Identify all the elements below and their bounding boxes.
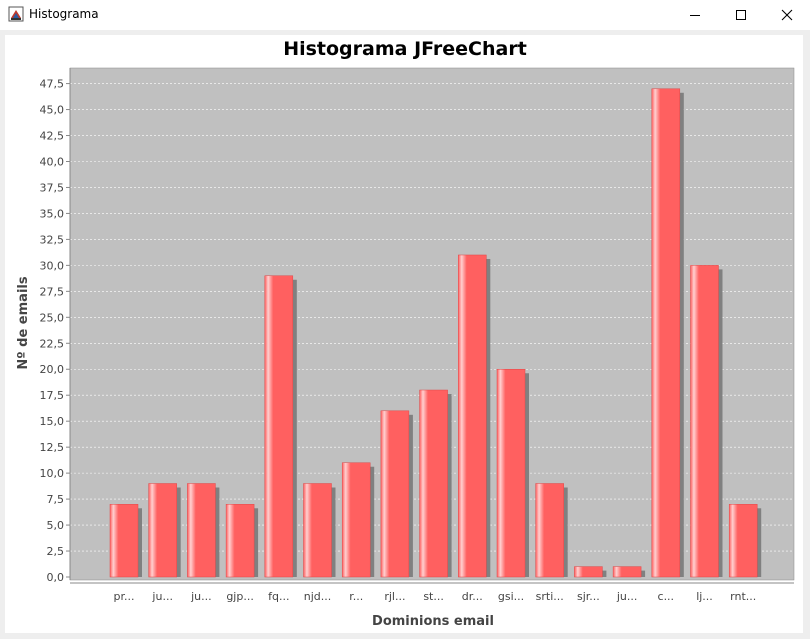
x-tick-label: fq... (268, 590, 289, 603)
bar (535, 483, 564, 578)
y-tick-label: 47,5 (40, 78, 65, 91)
y-tick-label: 40,0 (40, 155, 65, 168)
x-axis-label: Dominions email (372, 614, 494, 629)
java-cup-icon (8, 6, 24, 22)
bar (109, 504, 139, 578)
axes (66, 68, 794, 584)
bar (496, 368, 526, 578)
tick-labels: 0,0 2,5 5,0 7,5 10,0 12,5 15,0 17,5 20,0 22,5 25,0… (40, 78, 757, 603)
bar (303, 483, 332, 578)
y-tick-label: 12,5 (40, 441, 65, 454)
x-tick-label: ju... (190, 590, 212, 603)
bar (264, 275, 294, 578)
x-tick-label: ju... (151, 590, 173, 603)
close-icon (781, 9, 793, 21)
y-tick-label: 32,5 (40, 233, 65, 246)
y-tick-label: 42,5 (40, 130, 65, 143)
chart-panel: Histograma JFreeChart 0,0 2,5 5,0 7,5 10,0 12… (5, 35, 803, 633)
x-tick-label: srti... (536, 590, 564, 603)
bar (690, 265, 719, 578)
x-tick-label: sjr... (577, 590, 600, 603)
x-tick-label: st... (423, 590, 444, 603)
y-tick-label: 0,0 (47, 571, 65, 584)
bar (341, 462, 371, 578)
y-tick-label: 2,5 (47, 545, 65, 558)
y-tick-label: 10,0 (40, 467, 65, 480)
y-tick-label: 35,0 (40, 207, 65, 220)
bar (380, 410, 410, 578)
maximize-button[interactable] (718, 0, 764, 30)
close-button[interactable] (764, 0, 810, 30)
bar (728, 504, 758, 578)
x-tick-label: gsi... (498, 590, 524, 603)
y-tick-label: 37,5 (40, 181, 65, 194)
maximize-icon (736, 10, 746, 20)
window-titlebar[interactable]: Histograma (0, 0, 810, 30)
bar-chart: Histograma JFreeChart 0,0 2,5 5,0 7,5 10,0 12… (16, 38, 795, 629)
x-tick-label: rnt... (730, 590, 756, 603)
y-tick-label: 17,5 (40, 389, 65, 402)
bars (109, 88, 762, 578)
y-tick-label: 20,0 (40, 363, 65, 376)
y-tick-label: 27,5 (40, 285, 65, 298)
chart-title: Histograma JFreeChart (283, 38, 527, 60)
y-tick-label: 45,0 (40, 104, 65, 117)
x-tick-label: gjp... (226, 590, 254, 603)
window-title: Histograma (29, 7, 99, 21)
y-tick-label: 5,0 (47, 519, 65, 532)
bar (225, 504, 255, 578)
bar (187, 483, 216, 578)
y-tick-label: 25,0 (40, 311, 65, 324)
y-tick-label: 15,0 (40, 415, 65, 428)
bar (148, 483, 177, 578)
window-content: Histograma JFreeChart 0,0 2,5 5,0 7,5 10,0 12… (0, 30, 810, 639)
minimize-button[interactable] (672, 0, 718, 30)
x-tick-label: pr... (114, 590, 135, 603)
x-tick-label: rjl... (384, 590, 405, 603)
x-tick-label: njd... (304, 590, 332, 603)
y-axis-label: Nº de emails (16, 276, 31, 369)
x-tick-label: r... (349, 590, 363, 603)
x-tick-label: dr... (462, 590, 483, 603)
y-tick-label: 30,0 (40, 259, 65, 272)
x-tick-label: c... (658, 590, 675, 603)
x-tick-label: ju... (616, 590, 638, 603)
bar (574, 566, 603, 578)
bar (612, 566, 642, 578)
minimize-icon (690, 15, 700, 16)
x-tick-label: lj... (696, 590, 713, 603)
bar (651, 88, 681, 578)
bar (458, 254, 487, 578)
y-tick-label: 7,5 (47, 493, 65, 506)
bar (419, 389, 448, 578)
y-tick-label: 22,5 (40, 337, 65, 350)
